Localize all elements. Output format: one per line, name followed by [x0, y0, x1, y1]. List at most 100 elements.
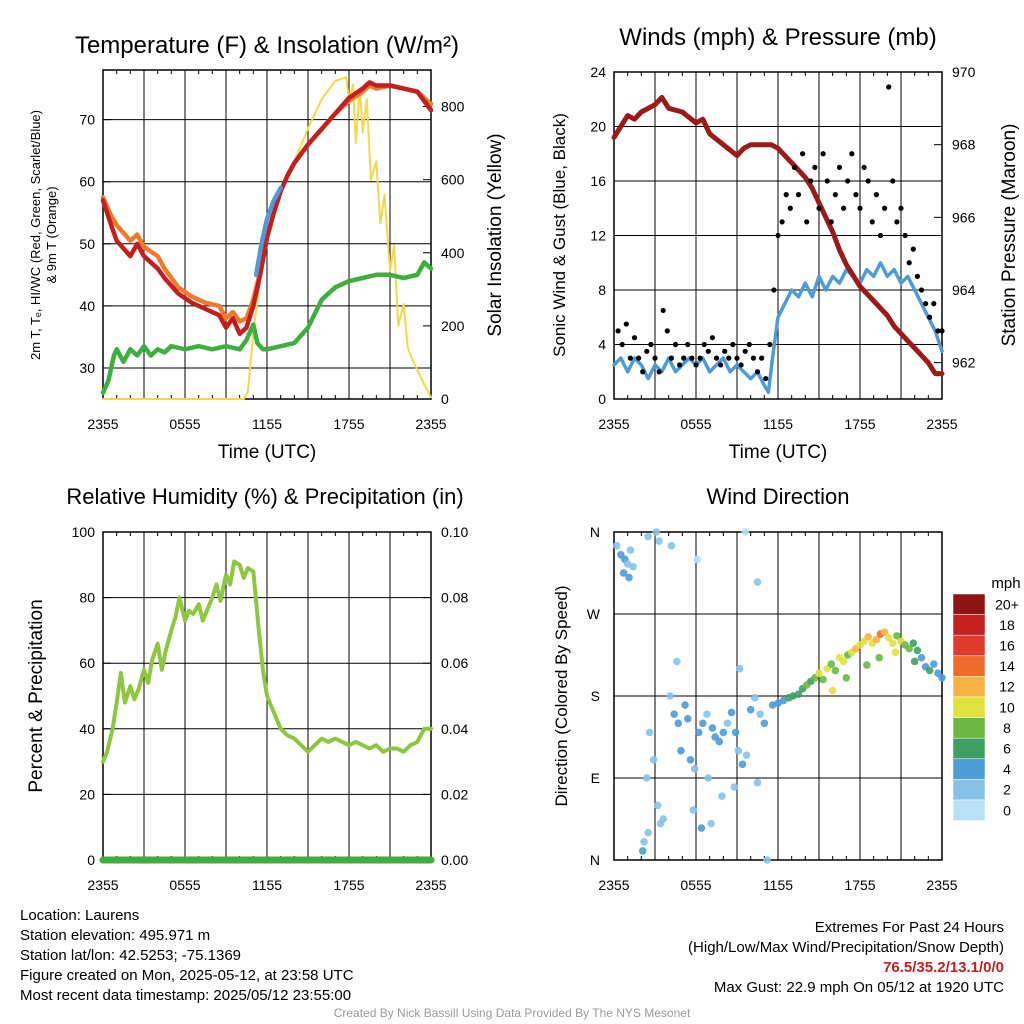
- direction-point: [819, 675, 827, 684]
- x-tick-label: 1755: [333, 877, 364, 893]
- rh-ylabel-left: Percent & Precipitation: [26, 599, 47, 792]
- temp-2m-line: [100, 80, 434, 337]
- gust-point: [615, 328, 621, 334]
- direction-point: [828, 686, 837, 695]
- direction-point: [653, 801, 662, 810]
- y2-tick-label: 968: [952, 137, 976, 153]
- x-tick-label: 2355: [415, 877, 446, 893]
- direction-point: [723, 719, 732, 728]
- direction-point: [694, 728, 703, 737]
- temperature-panel: 2355 0555 1155 1755 2355 30 40 50 60 70 0 200 400 600…: [79, 69, 465, 432]
- direction-point: [815, 669, 823, 678]
- gust-point: [820, 151, 826, 157]
- direction-point: [750, 694, 759, 702]
- temp-panel-title: Temperature (F) & Insolation (W/m²): [75, 32, 459, 59]
- gust-point: [828, 219, 834, 225]
- gust-point: [722, 348, 728, 354]
- direction-point: [707, 819, 715, 828]
- gust-point: [681, 355, 687, 361]
- direction-point: [794, 690, 803, 698]
- gust-point: [812, 164, 818, 170]
- rh-panel-title: Relative Humidity (%) & Precipitation (i…: [66, 484, 463, 509]
- direction-point: [742, 751, 751, 760]
- direction-point: [864, 632, 872, 641]
- colorbar-title: mph: [991, 575, 1020, 592]
- gust-point: [619, 341, 625, 348]
- gust-point: [918, 287, 925, 293]
- gust-point: [898, 205, 904, 211]
- direction-tick-label: S: [591, 688, 600, 704]
- direction-point: [734, 746, 743, 755]
- direction-point: [925, 666, 934, 675]
- gust-point: [824, 178, 830, 184]
- direction-point: [863, 661, 871, 669]
- colorbar-label: 2: [1003, 782, 1011, 798]
- elevation-text: Station elevation: 495.971 m: [20, 927, 211, 944]
- gust-point: [857, 205, 863, 211]
- direction-point: [686, 755, 695, 764]
- gust-point: [869, 219, 875, 225]
- gust-point: [771, 287, 777, 293]
- direction-point: [753, 578, 762, 586]
- direction-point: [718, 792, 726, 801]
- gust-point: [664, 328, 670, 334]
- gust-point: [804, 219, 810, 225]
- x-tick-label: 2355: [415, 416, 446, 432]
- gust-point: [853, 192, 859, 198]
- x-tick-label: 1155: [252, 877, 282, 893]
- gust-point: [849, 151, 855, 157]
- direction-point: [738, 760, 747, 769]
- direction-point: [649, 755, 658, 764]
- x-tick-label: 2355: [87, 877, 118, 893]
- x-tick-label: 2355: [926, 416, 957, 432]
- direction-point: [652, 528, 661, 536]
- x-tick-label: 1755: [844, 877, 875, 893]
- y-tick-label: 40: [79, 298, 95, 314]
- direction-tick-label: N: [590, 852, 600, 868]
- gust-point: [935, 328, 941, 334]
- direction-point: [891, 648, 900, 657]
- y-tick-label: 20: [590, 119, 606, 135]
- gust-point: [705, 348, 711, 354]
- gust-point: [689, 355, 695, 361]
- colorbar-swatch: [952, 593, 986, 615]
- gust-point: [845, 178, 851, 184]
- gust-point: [775, 232, 781, 239]
- x-tick-label: 1155: [252, 416, 282, 432]
- gust-point: [910, 246, 916, 252]
- direction-point: [735, 664, 744, 673]
- colorbar-label: 10: [999, 699, 1015, 715]
- direction-point: [645, 728, 654, 737]
- gust-point: [763, 375, 769, 382]
- x-tick-label: 0555: [680, 416, 711, 432]
- gust-point: [894, 219, 900, 225]
- y2-tick-label: 962: [952, 355, 976, 371]
- y-tick-label: 80: [79, 590, 95, 606]
- gust-point: [787, 205, 793, 211]
- gust-point: [877, 232, 884, 239]
- direction-point: [842, 673, 851, 682]
- y2-tick-label: 400: [441, 245, 465, 261]
- direction-point: [715, 737, 724, 746]
- direction-point: [612, 541, 621, 550]
- gust-point: [660, 307, 666, 314]
- gust-point: [902, 232, 908, 239]
- direction-point: [727, 708, 736, 717]
- extremes-values: 76.5/35.2/13.1/0/0: [883, 959, 1004, 976]
- gust-point: [914, 273, 921, 279]
- sonic-wind-line: [612, 261, 944, 394]
- y-tick-label: 60: [79, 174, 95, 190]
- direction-point: [677, 746, 685, 755]
- direction-point: [684, 714, 692, 723]
- gust-point: [685, 341, 691, 348]
- gust-point: [636, 355, 642, 361]
- gust-point: [800, 151, 806, 157]
- direction-point: [644, 532, 652, 541]
- direction-tick-label: W: [587, 606, 601, 622]
- heat-index-line: [253, 185, 283, 278]
- y-tick-label: 50: [79, 236, 95, 252]
- gust-point: [841, 205, 847, 211]
- direction-tick-label: N: [590, 524, 600, 540]
- x-tick-label: 1155: [763, 416, 793, 432]
